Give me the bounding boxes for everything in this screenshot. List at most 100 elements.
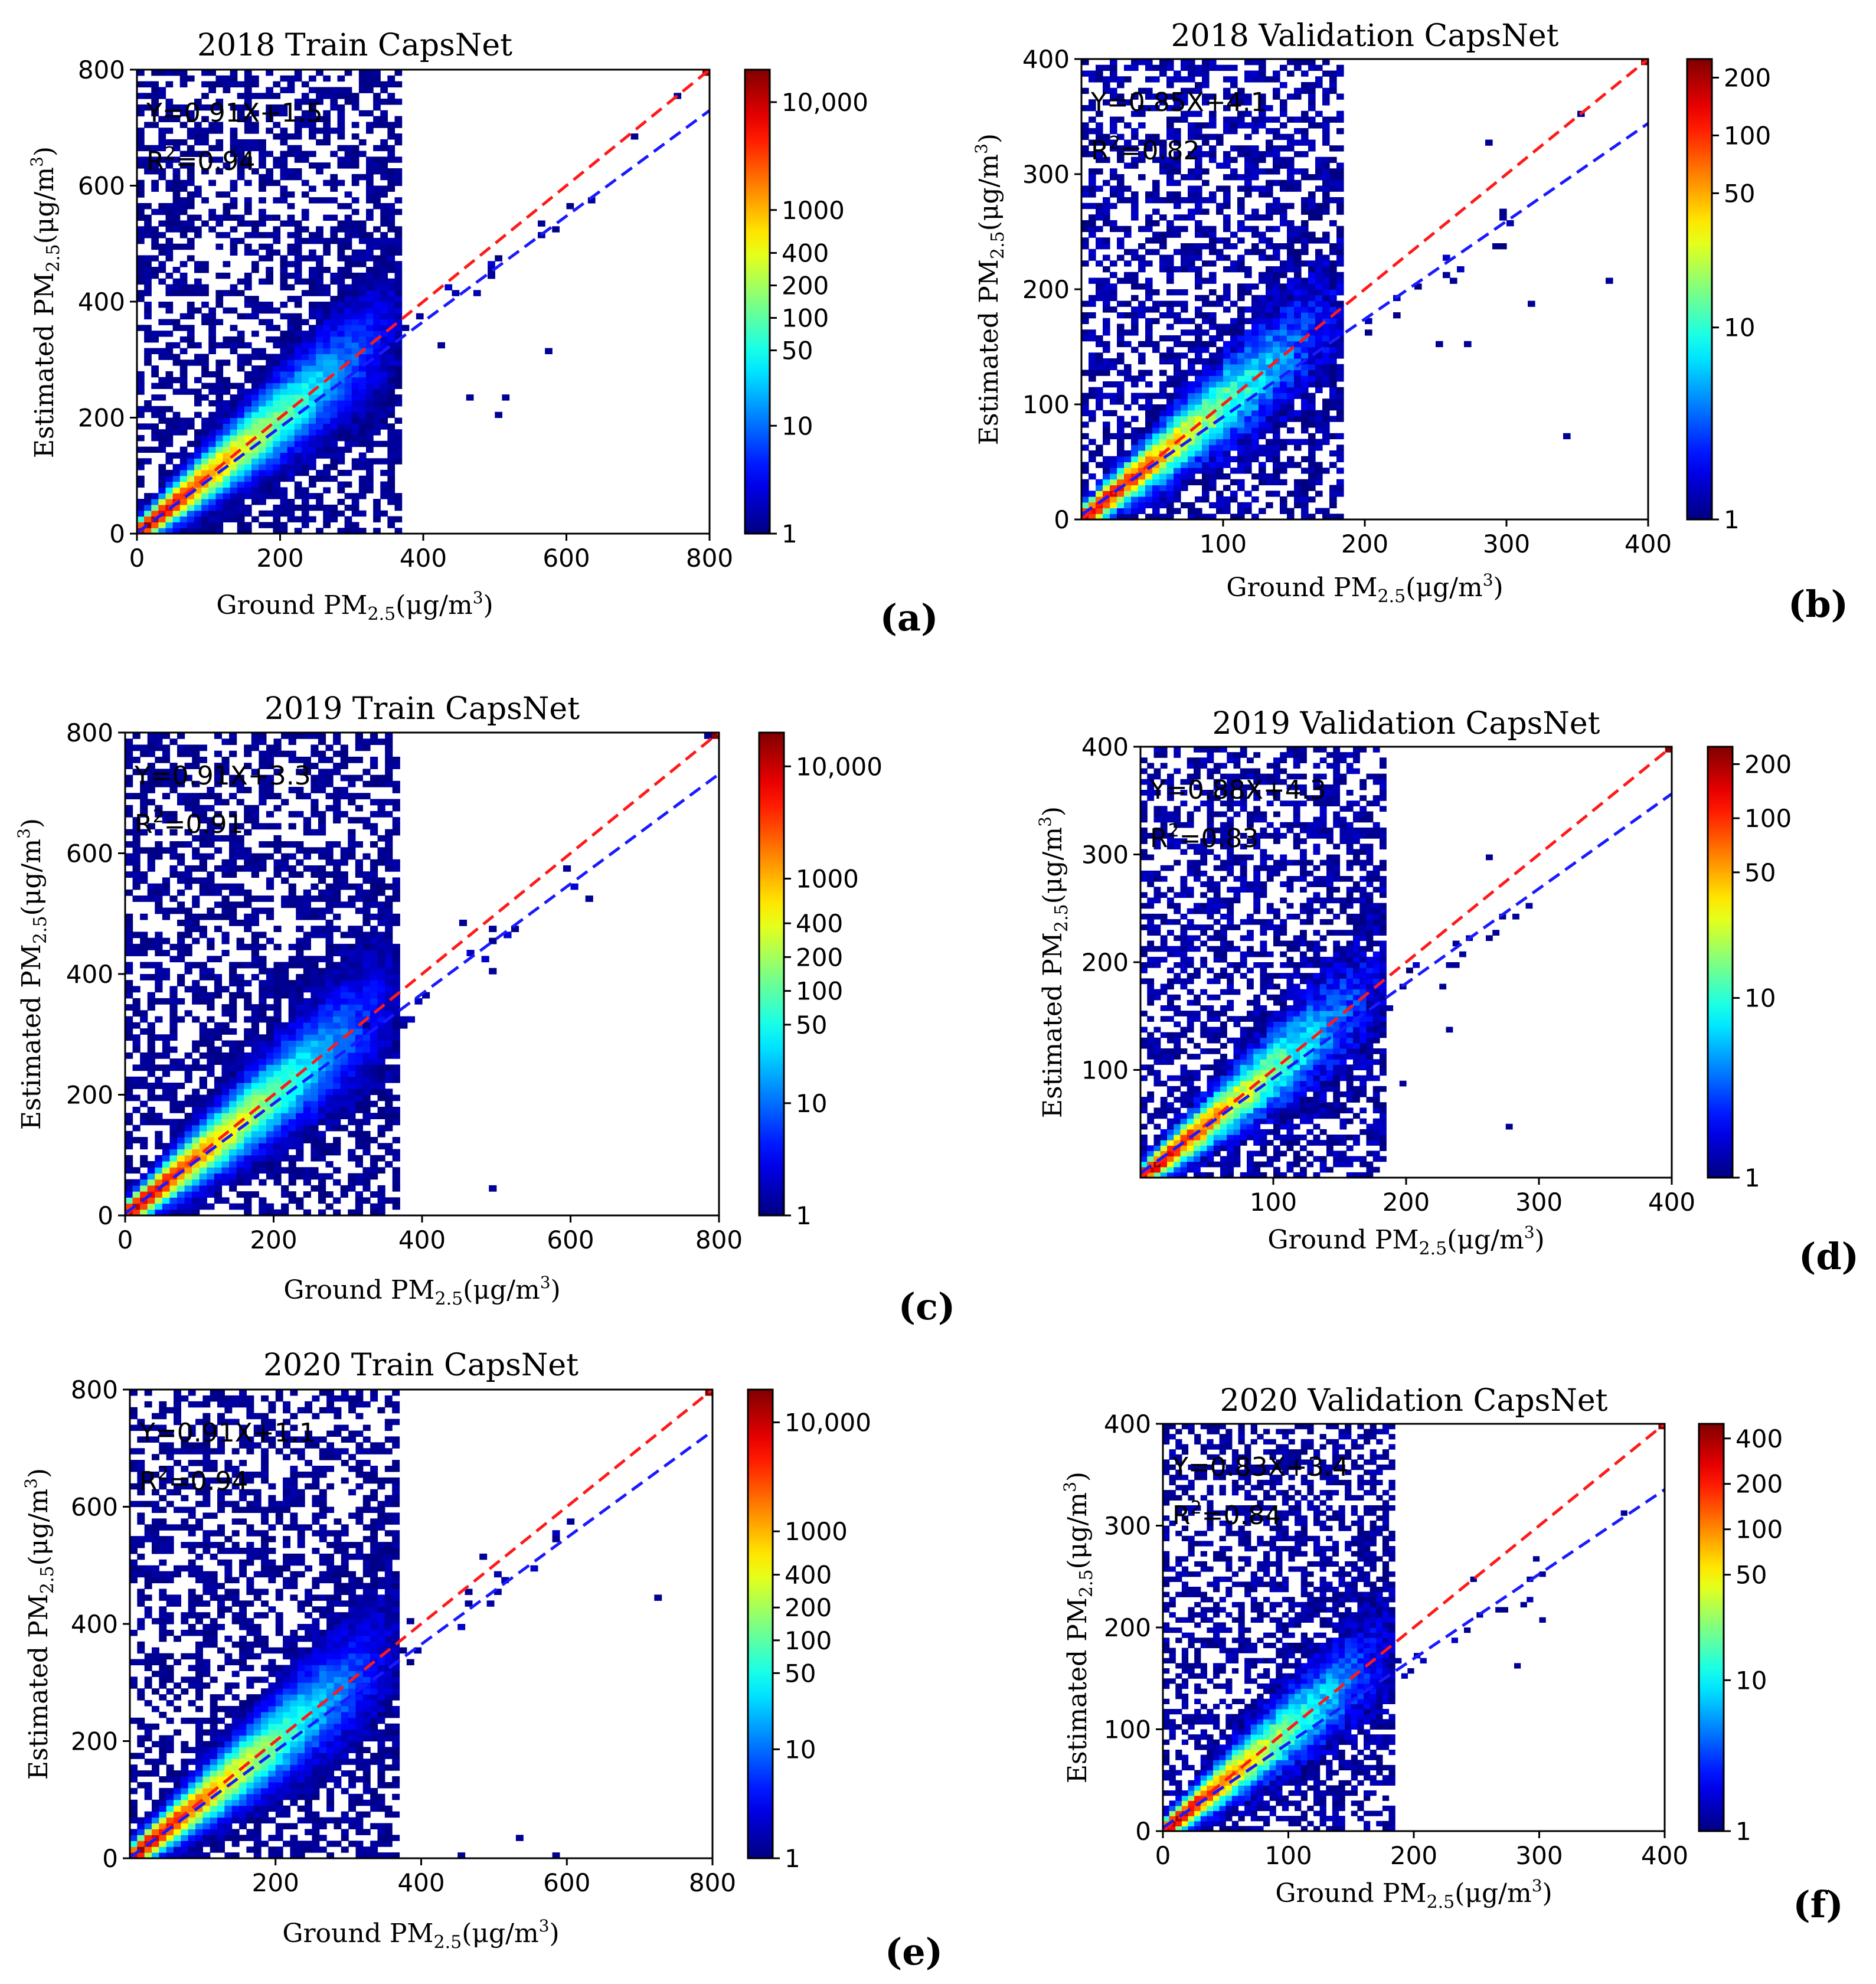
density-cell [294,272,302,279]
density-cell [1110,145,1117,152]
density-cell [1202,59,1210,66]
density-cell [162,937,171,944]
density-cell [155,883,163,890]
density-cell [1202,76,1210,83]
density-cell [1294,225,1302,233]
density-cell [1230,99,1238,106]
density-cell [259,1203,267,1210]
density-cell [1322,341,1330,348]
density-cell [237,423,245,430]
density-cell [266,151,273,157]
density-cell [323,133,331,140]
density-cell [301,371,309,378]
density-cell [1336,237,1344,244]
density-cell [162,810,171,818]
density-cell [1244,358,1252,365]
r2-letter: R [1091,136,1109,166]
density-cell [380,116,388,123]
density-cell [236,1046,244,1053]
one-to-one-line [1081,59,1648,519]
density-cell [155,1191,163,1198]
density-cell [1223,508,1231,514]
density-cell [1131,462,1139,468]
density-cell [236,1070,244,1077]
density-cell [1166,260,1174,267]
density-cell [244,423,252,430]
density-cell [244,1040,252,1047]
density-cell [1195,496,1202,503]
density-cell [172,139,181,146]
density-cell [151,504,159,511]
density-cell [251,302,259,308]
density-cell [1259,323,1266,330]
density-cell [140,950,148,956]
density-cell [192,1137,200,1143]
density-cell [1124,99,1132,106]
density-cell [244,913,252,920]
density-cell [1159,387,1167,394]
density-cell [1195,375,1202,382]
density-cell [1124,312,1132,319]
density-cell [221,986,230,993]
density-cell [1174,375,1181,382]
y-axis-label-unit: (μg/m [974,154,1004,231]
density-cell [316,237,323,244]
density-cell [230,151,238,157]
density-cell [237,168,245,175]
density-cell [1237,393,1245,399]
density-cell [1181,473,1188,480]
density-cell [330,99,338,105]
density-cell [162,968,171,975]
density-cell [330,232,338,238]
density-cell [366,411,374,419]
density-cell [358,70,367,76]
density-cell [394,493,403,499]
density-cell [1237,197,1245,204]
density-cell [1266,410,1273,417]
density-cell [162,1203,171,1210]
density-cell [207,1125,215,1132]
density-cell [344,469,352,476]
density-cell [251,769,259,776]
density-cell [1166,128,1174,135]
density-cell [1329,496,1337,503]
density-cell [1103,479,1110,486]
density-cell [1166,427,1174,434]
density-cell [1110,456,1117,463]
density-cell [229,1119,237,1126]
density-cell [1174,427,1181,434]
density-cell [309,290,316,296]
density-cell [259,255,266,262]
density-cell [330,354,338,360]
density-cell [251,913,259,920]
density-cell [1251,208,1259,215]
density-cell [230,307,238,314]
density-cell [1195,145,1202,152]
density-cell [1209,249,1217,256]
density-cell [1110,502,1117,509]
density-cell [137,185,145,192]
density-cell [194,359,202,366]
density-cell [199,841,207,848]
sparse-cell [1450,277,1457,284]
density-cell [165,202,174,210]
density-cell [309,516,316,522]
density-cell [151,434,159,442]
density-cell [151,208,159,215]
density-cell [1294,352,1302,359]
density-cell [192,744,200,751]
density-cell [1110,225,1117,233]
density-cell [158,261,166,267]
density-cell [1081,191,1089,198]
density-cell [1202,341,1210,348]
density-cell [244,787,252,793]
density-cell [1266,347,1273,353]
density-cell [387,156,396,163]
density-cell [344,423,352,430]
density-cell [301,522,309,528]
density-cell [1124,433,1132,440]
density-cell [201,116,209,123]
density-cell [251,481,259,488]
density-cell [351,493,359,499]
density-cell [1294,502,1302,509]
